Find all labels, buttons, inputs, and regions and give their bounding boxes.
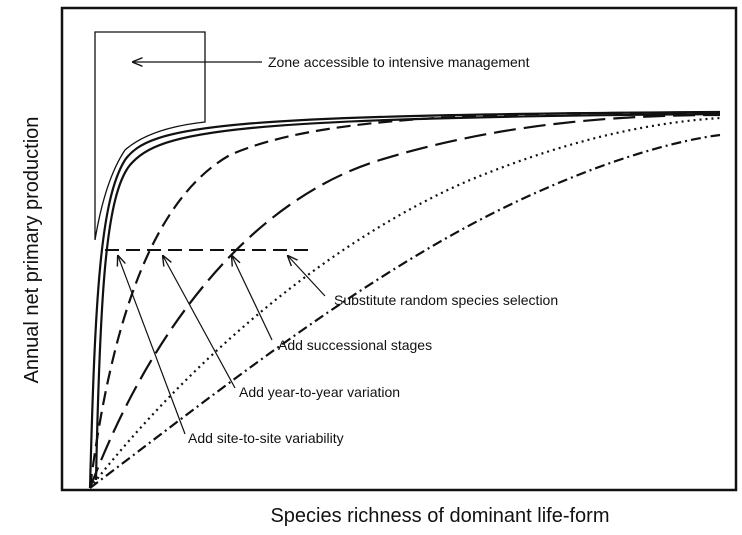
arrow bbox=[163, 256, 236, 389]
management-zone bbox=[94, 31, 206, 241]
curve-dashed bbox=[88, 111, 721, 489]
annotation: Add successional stages bbox=[278, 337, 432, 353]
arrow bbox=[288, 256, 326, 297]
curve-solid bbox=[88, 110, 721, 489]
annotation: Zone accessible to intensive management bbox=[268, 54, 530, 70]
annotation: Add year-to-year variation bbox=[239, 384, 400, 400]
frame bbox=[60, 6, 738, 492]
y-axis-label: Annual net primary production bbox=[21, 117, 43, 384]
curve-dash-dot bbox=[89, 133, 721, 489]
annotation: Add site-to-site variability bbox=[188, 430, 344, 446]
arrow bbox=[232, 256, 273, 341]
x-axis-label: Species richness of dominant life-form bbox=[270, 505, 609, 527]
arrow bbox=[118, 256, 186, 435]
annotation: Substitute random species selection bbox=[334, 292, 558, 308]
